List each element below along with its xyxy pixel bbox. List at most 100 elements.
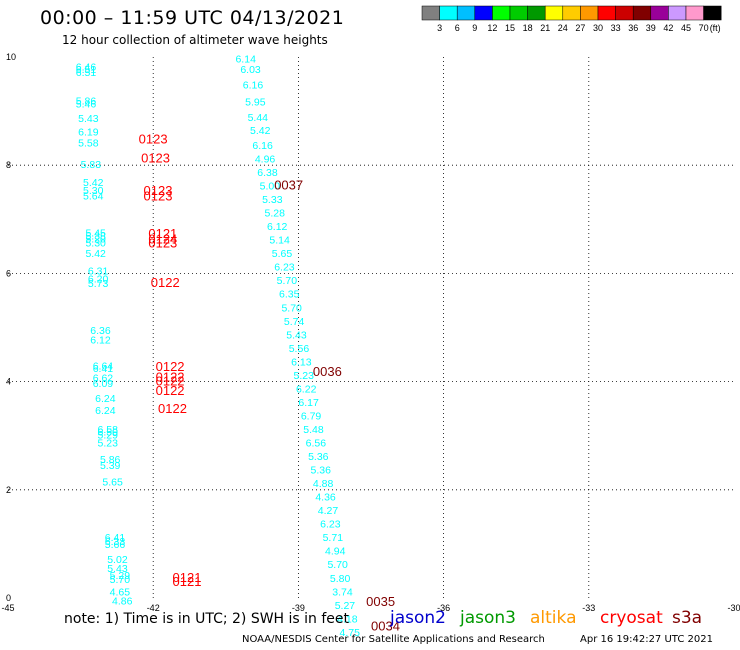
jason3-wave-height-label: 5.02 — [107, 554, 128, 566]
jason3-wave-height-label: 5.70 — [277, 275, 298, 287]
page-title: 00:00 – 11:59 UTC 04/13/2021 — [40, 7, 345, 29]
s3a-wave-height-label: 0035 — [366, 594, 395, 609]
jason3-wave-height-label: 6.36 — [90, 325, 111, 337]
jason3-wave-height-label: 5.36 — [308, 451, 329, 463]
colorbar-label: 70 — [699, 23, 709, 33]
jason3-wave-height-label: 5.30 — [83, 185, 104, 197]
cryosat-wave-height-label: 0122 — [156, 359, 185, 374]
jason3-wave-height-label: 6.16 — [252, 140, 273, 152]
colorbar-label: 24 — [558, 23, 568, 33]
cryosat-wave-height-label: 0124 — [148, 232, 177, 247]
wave-height-colorbar: 3 6 9 12 15 18 21 24 27 30 33 36 39 42 45 70 (ft) — [421, 5, 722, 33]
jason3-wave-height-label: 5.36 — [311, 465, 332, 477]
jason3-wave-height-label: 5.23 — [294, 370, 315, 382]
jason3-wave-height-label: 6.20 — [88, 274, 109, 286]
cryosat-wave-height-label: 0123 — [139, 132, 168, 147]
jason3-wave-height-label: 5.44 — [248, 112, 269, 124]
colorbar-swatch — [703, 5, 722, 21]
jason3-wave-height-label: 6.51 — [76, 67, 97, 79]
page-subtitle: 12 hour collection of altimeter wave hei… — [62, 33, 328, 47]
x-tick-label: -30 — [727, 603, 740, 613]
jason3-wave-height-label: 6.46 — [76, 62, 97, 74]
jason3-wave-height-label: 5.70 — [281, 302, 302, 314]
jason3-wave-height-label: 6.22 — [296, 383, 317, 395]
legend-s3a: s3a — [672, 608, 703, 628]
jason3-wave-height-label: 5.64 — [83, 190, 104, 202]
cryosat-wave-height-label: 0123 — [141, 150, 170, 165]
jason3-wave-height-label: 5.43 — [286, 329, 307, 341]
cryosat-wave-height-label: 0122 — [156, 373, 185, 388]
jason3-wave-height-label: 6.16 — [243, 79, 264, 91]
colorbar-label: 3 — [437, 23, 442, 33]
jason3-wave-height-label: 5.66 — [105, 539, 126, 551]
y-tick-label: 4 — [6, 377, 11, 387]
x-tick-label: -36 — [437, 603, 450, 613]
colorbar-label: 12 — [487, 23, 497, 33]
jason3-wave-height-label: 6.23 — [320, 519, 341, 531]
jason3-wave-height-label: 5.42 — [83, 177, 104, 189]
s3a-wave-height-label: 0036 — [313, 364, 342, 379]
jason3-wave-height-label: 5.80 — [330, 573, 351, 585]
colorbar-label: 39 — [646, 23, 656, 33]
jason3-wave-height-label: 6.13 — [291, 356, 312, 368]
jason3-wave-height-label: 6.17 — [298, 397, 319, 409]
x-tick-label: -33 — [582, 603, 595, 613]
units-note: note: 1) Time is in UTC; 2) SWH is in fe… — [64, 611, 350, 627]
colorbar-label: 27 — [575, 23, 585, 33]
y-tick-label: 2 — [6, 485, 11, 495]
x-tick-label: -39 — [292, 603, 305, 613]
jason3-wave-height-label: 5.29 — [110, 570, 131, 582]
jason3-wave-height-label: 5.23 — [98, 438, 119, 450]
jason3-wave-height-label: 6.58 — [98, 424, 119, 436]
y-tick-label: 6 — [6, 268, 11, 278]
jason3-wave-height-label: 5.30 — [85, 237, 106, 249]
x-tick-label: -45 — [1, 603, 14, 613]
jason3-wave-height-label: 5.58 — [78, 137, 99, 149]
jason3-wave-height-label: 4.86 — [112, 595, 133, 607]
jason3-wave-height-label: 4.18 — [337, 613, 358, 625]
jason3-wave-height-label: 5.42 — [85, 248, 106, 260]
jason3-wave-height-label: 6.51 — [76, 64, 97, 76]
jason3-wave-height-label: 5.56 — [289, 343, 310, 355]
legend-jason3: jason3 — [460, 608, 516, 628]
jason3-wave-height-label: 5.86 — [76, 96, 97, 108]
jason3-wave-height-label: 5.45 — [85, 228, 106, 240]
jason3-wave-height-label: 5.20 — [85, 234, 106, 246]
jason3-wave-height-label: 5.00 — [260, 181, 281, 193]
jason3-wave-height-label: 6.23 — [274, 262, 295, 274]
jason3-wave-height-label: 4.65 — [110, 586, 131, 598]
colorbar-label: 45 — [681, 23, 691, 33]
cryosat-wave-height-label: 0121 — [148, 226, 177, 241]
jason3-wave-height-label: 4.96 — [255, 153, 276, 165]
colorbar-label: 9 — [472, 23, 477, 33]
jason3-wave-height-label: 5.95 — [245, 97, 266, 109]
colorbar-label: 15 — [505, 23, 515, 33]
jason3-wave-height-label: 6.14 — [235, 53, 256, 65]
jason3-wave-height-label: 5.33 — [262, 194, 283, 206]
jason3-wave-height-label: 5.39 — [100, 460, 121, 472]
jason3-wave-height-label: 5.65 — [102, 476, 123, 488]
y-tick-label: 0 — [6, 593, 11, 603]
s3a-wave-height-label: 0034 — [371, 618, 400, 633]
jason3-wave-height-label: 6.50 — [98, 427, 119, 439]
footer-timestamp: Apr 16 19:42:27 UTC 2021 — [580, 634, 713, 645]
s3a-wave-height-label: 0037 — [274, 178, 303, 193]
x-tick-label: -42 — [147, 603, 160, 613]
colorbar-label: (ft) — [710, 23, 721, 33]
cryosat-wave-height-label: 0122 — [156, 370, 185, 385]
jason3-wave-height-label: 5.74 — [284, 316, 305, 328]
jason3-wave-height-label: 6.56 — [306, 438, 327, 450]
jason3-wave-height-label: 3.74 — [332, 586, 353, 598]
cryosat-wave-height-label: 0123 — [144, 183, 173, 198]
jason3-wave-height-label: 5.71 — [323, 532, 344, 544]
jason3-wave-height-label: 6.62 — [93, 373, 114, 385]
colorbar-label: 21 — [540, 23, 550, 33]
jason3-wave-height-label: 5.48 — [303, 424, 324, 436]
jason3-wave-height-label: 6.31 — [88, 265, 109, 277]
jason3-wave-height-label: 4.75 — [340, 627, 361, 639]
jason3-wave-height-label: 6.41 — [105, 532, 126, 544]
jason3-wave-height-label: 5.73 — [88, 278, 109, 290]
jason3-wave-height-label: 5.46 — [76, 98, 97, 110]
jason3-wave-height-label: 5.38 — [85, 230, 106, 242]
